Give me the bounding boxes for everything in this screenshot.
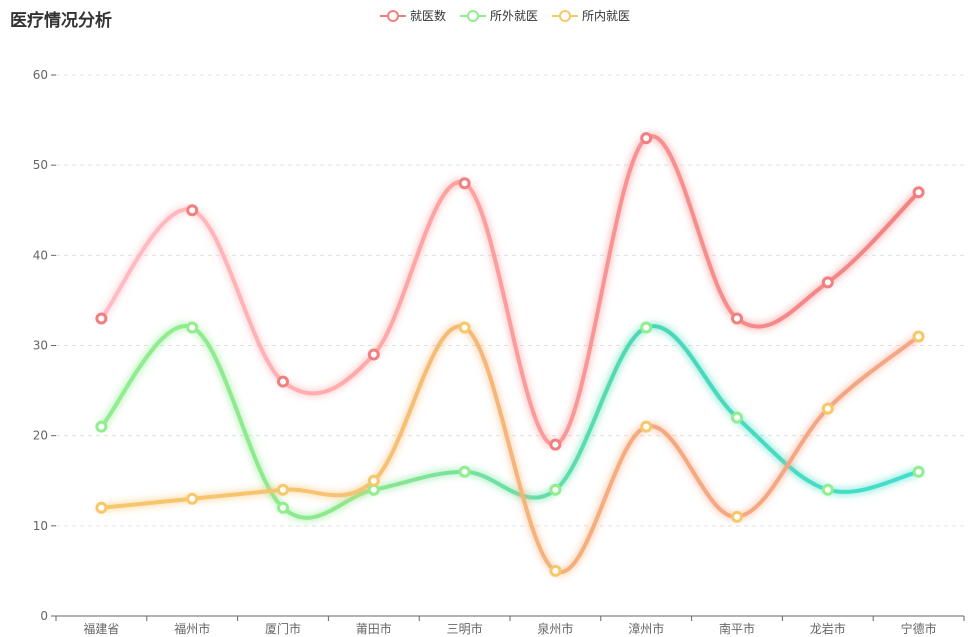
legend-item-1[interactable]: 所外就医 — [460, 7, 538, 24]
x-tick-label: 宁德市 — [901, 621, 937, 636]
data-point-0[interactable] — [186, 204, 199, 217]
x-tick-label: 福州市 — [174, 621, 210, 636]
x-tick-label: 三明市 — [447, 621, 483, 636]
data-point-1[interactable] — [95, 420, 108, 433]
x-tick-label: 漳州市 — [628, 621, 664, 636]
data-point-1[interactable] — [458, 465, 471, 478]
data-point-2[interactable] — [821, 402, 834, 415]
data-point-0[interactable] — [640, 132, 653, 145]
data-point-0[interactable] — [821, 276, 834, 289]
data-point-2[interactable] — [731, 510, 743, 523]
x-tick-label: 泉州市 — [537, 621, 573, 636]
legend: 就医数 所外就医 所内就医 — [380, 7, 630, 24]
y-tick-label: 50 — [33, 158, 48, 172]
data-point-1[interactable] — [186, 321, 199, 334]
data-point-2[interactable] — [912, 330, 925, 343]
data-point-0[interactable] — [549, 438, 562, 451]
legend-label: 所内就医 — [582, 9, 631, 23]
data-point-2[interactable] — [95, 501, 108, 514]
data-point-0[interactable] — [458, 177, 471, 190]
data-point-0[interactable] — [731, 312, 743, 325]
legend-line-icon — [380, 9, 406, 22]
data-point-0[interactable] — [912, 186, 925, 199]
data-point-0[interactable] — [95, 312, 108, 325]
x-tick-label: 龙岩市 — [810, 621, 846, 636]
y-tick-label: 40 — [33, 248, 48, 262]
data-point-1[interactable] — [731, 411, 743, 424]
chart-title: 医疗情况分析 — [10, 11, 112, 31]
x-tick-label: 莆田市 — [356, 621, 392, 636]
data-point-0[interactable] — [367, 348, 380, 361]
legend-item-0[interactable]: 就医数 — [380, 7, 446, 24]
legend-item-2[interactable]: 所内就医 — [552, 7, 630, 24]
legend-label: 所外就医 — [490, 9, 539, 23]
series-line-1 — [99, 324, 921, 520]
series-line-0 — [99, 134, 921, 447]
data-point-2[interactable] — [458, 321, 471, 334]
data-point-2[interactable] — [640, 420, 653, 433]
data-point-2[interactable] — [367, 474, 380, 487]
data-point-2[interactable] — [277, 483, 289, 496]
y-tick-label: 0 — [40, 609, 48, 623]
y-tick-label: 20 — [33, 429, 48, 443]
data-point-1[interactable] — [549, 483, 562, 496]
data-point-1[interactable] — [640, 321, 653, 334]
legend-line-icon — [460, 9, 487, 22]
data-point-0[interactable] — [277, 375, 289, 388]
data-point-1[interactable] — [277, 501, 289, 514]
data-point-1[interactable] — [821, 483, 834, 496]
y-tick-label: 10 — [33, 519, 48, 533]
x-tick-label: 福建省 — [83, 621, 119, 636]
x-tick-label: 厦门市 — [265, 621, 301, 636]
series-line-2 — [99, 324, 921, 575]
data-point-2[interactable] — [186, 492, 199, 505]
y-tick-label: 60 — [33, 68, 48, 82]
data-point-2[interactable] — [549, 564, 562, 577]
data-point-1[interactable] — [912, 465, 925, 478]
y-tick-label: 30 — [33, 339, 48, 353]
x-tick-label: 南平市 — [719, 621, 755, 636]
legend-line-icon — [552, 9, 579, 22]
legend-label: 就医数 — [410, 9, 447, 23]
